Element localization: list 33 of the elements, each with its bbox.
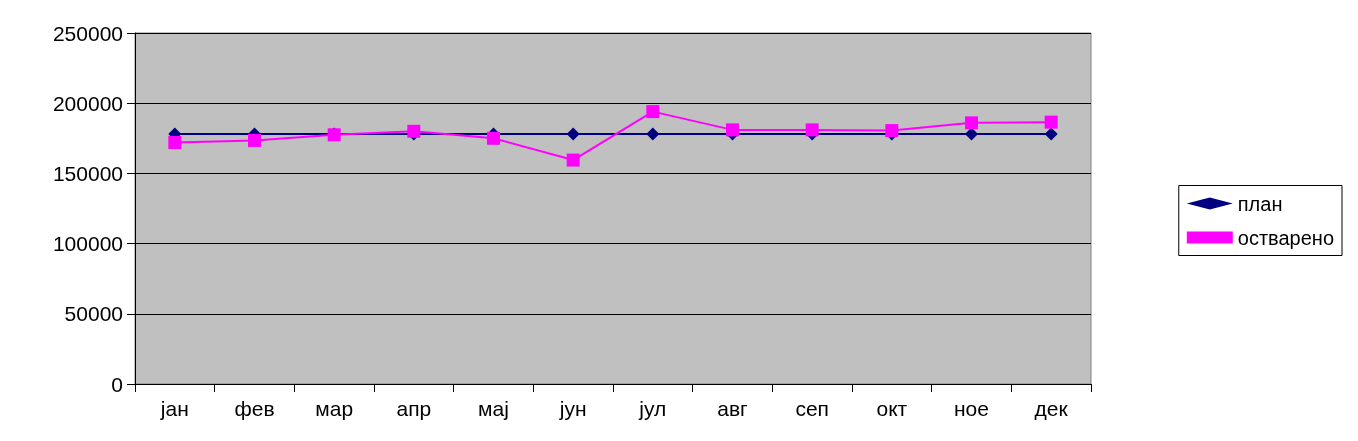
point (646, 105, 660, 119)
point (168, 136, 182, 150)
y-tick-label: 250000 (52, 21, 123, 45)
y-tick-label: 200000 (52, 91, 123, 115)
point (1044, 115, 1058, 129)
point (1044, 127, 1058, 141)
point (805, 123, 819, 137)
x-tick-label: фев (234, 397, 275, 420)
x-tick-label: јул (638, 397, 667, 420)
point (965, 127, 978, 141)
x-tick-label: ное (954, 397, 989, 420)
y-tick-label: 100000 (52, 232, 123, 256)
point (566, 153, 580, 167)
y-tick-label: 50000 (64, 302, 123, 326)
x-tick-label: апр (396, 397, 432, 420)
legend-label: план (1237, 192, 1283, 215)
point (566, 127, 580, 141)
point (726, 123, 739, 137)
y-tick-label: 0 (111, 372, 123, 396)
point (965, 116, 978, 130)
x-tick-label: дек (1034, 397, 1069, 420)
point (248, 133, 261, 147)
x-tick-label: мар (315, 397, 354, 420)
point (646, 127, 660, 141)
point (487, 131, 500, 145)
x-tick-label: окт (876, 397, 908, 420)
x-tick-label: мај (478, 397, 509, 420)
x-tick-label: јун (558, 397, 587, 420)
y-tick-label: 150000 (52, 161, 123, 185)
x-tick-label: сеп (795, 397, 829, 420)
legend-label: остварено (1237, 226, 1335, 249)
x-tick-label: авг (717, 397, 749, 420)
x-tick-label: јан (159, 397, 189, 420)
